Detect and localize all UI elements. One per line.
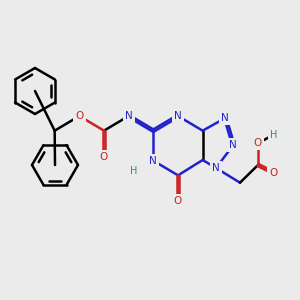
Text: N: N (125, 111, 133, 121)
Text: H: H (130, 166, 137, 176)
Text: N: N (149, 156, 157, 166)
Text: O: O (269, 168, 278, 178)
Text: O: O (100, 152, 108, 162)
Text: H: H (270, 130, 277, 140)
Text: O: O (75, 111, 83, 121)
Text: N: N (221, 113, 229, 123)
Text: N: N (174, 111, 182, 121)
Text: O: O (254, 138, 262, 148)
Text: N: N (230, 140, 237, 150)
Text: N: N (212, 163, 220, 173)
Text: O: O (174, 196, 182, 206)
